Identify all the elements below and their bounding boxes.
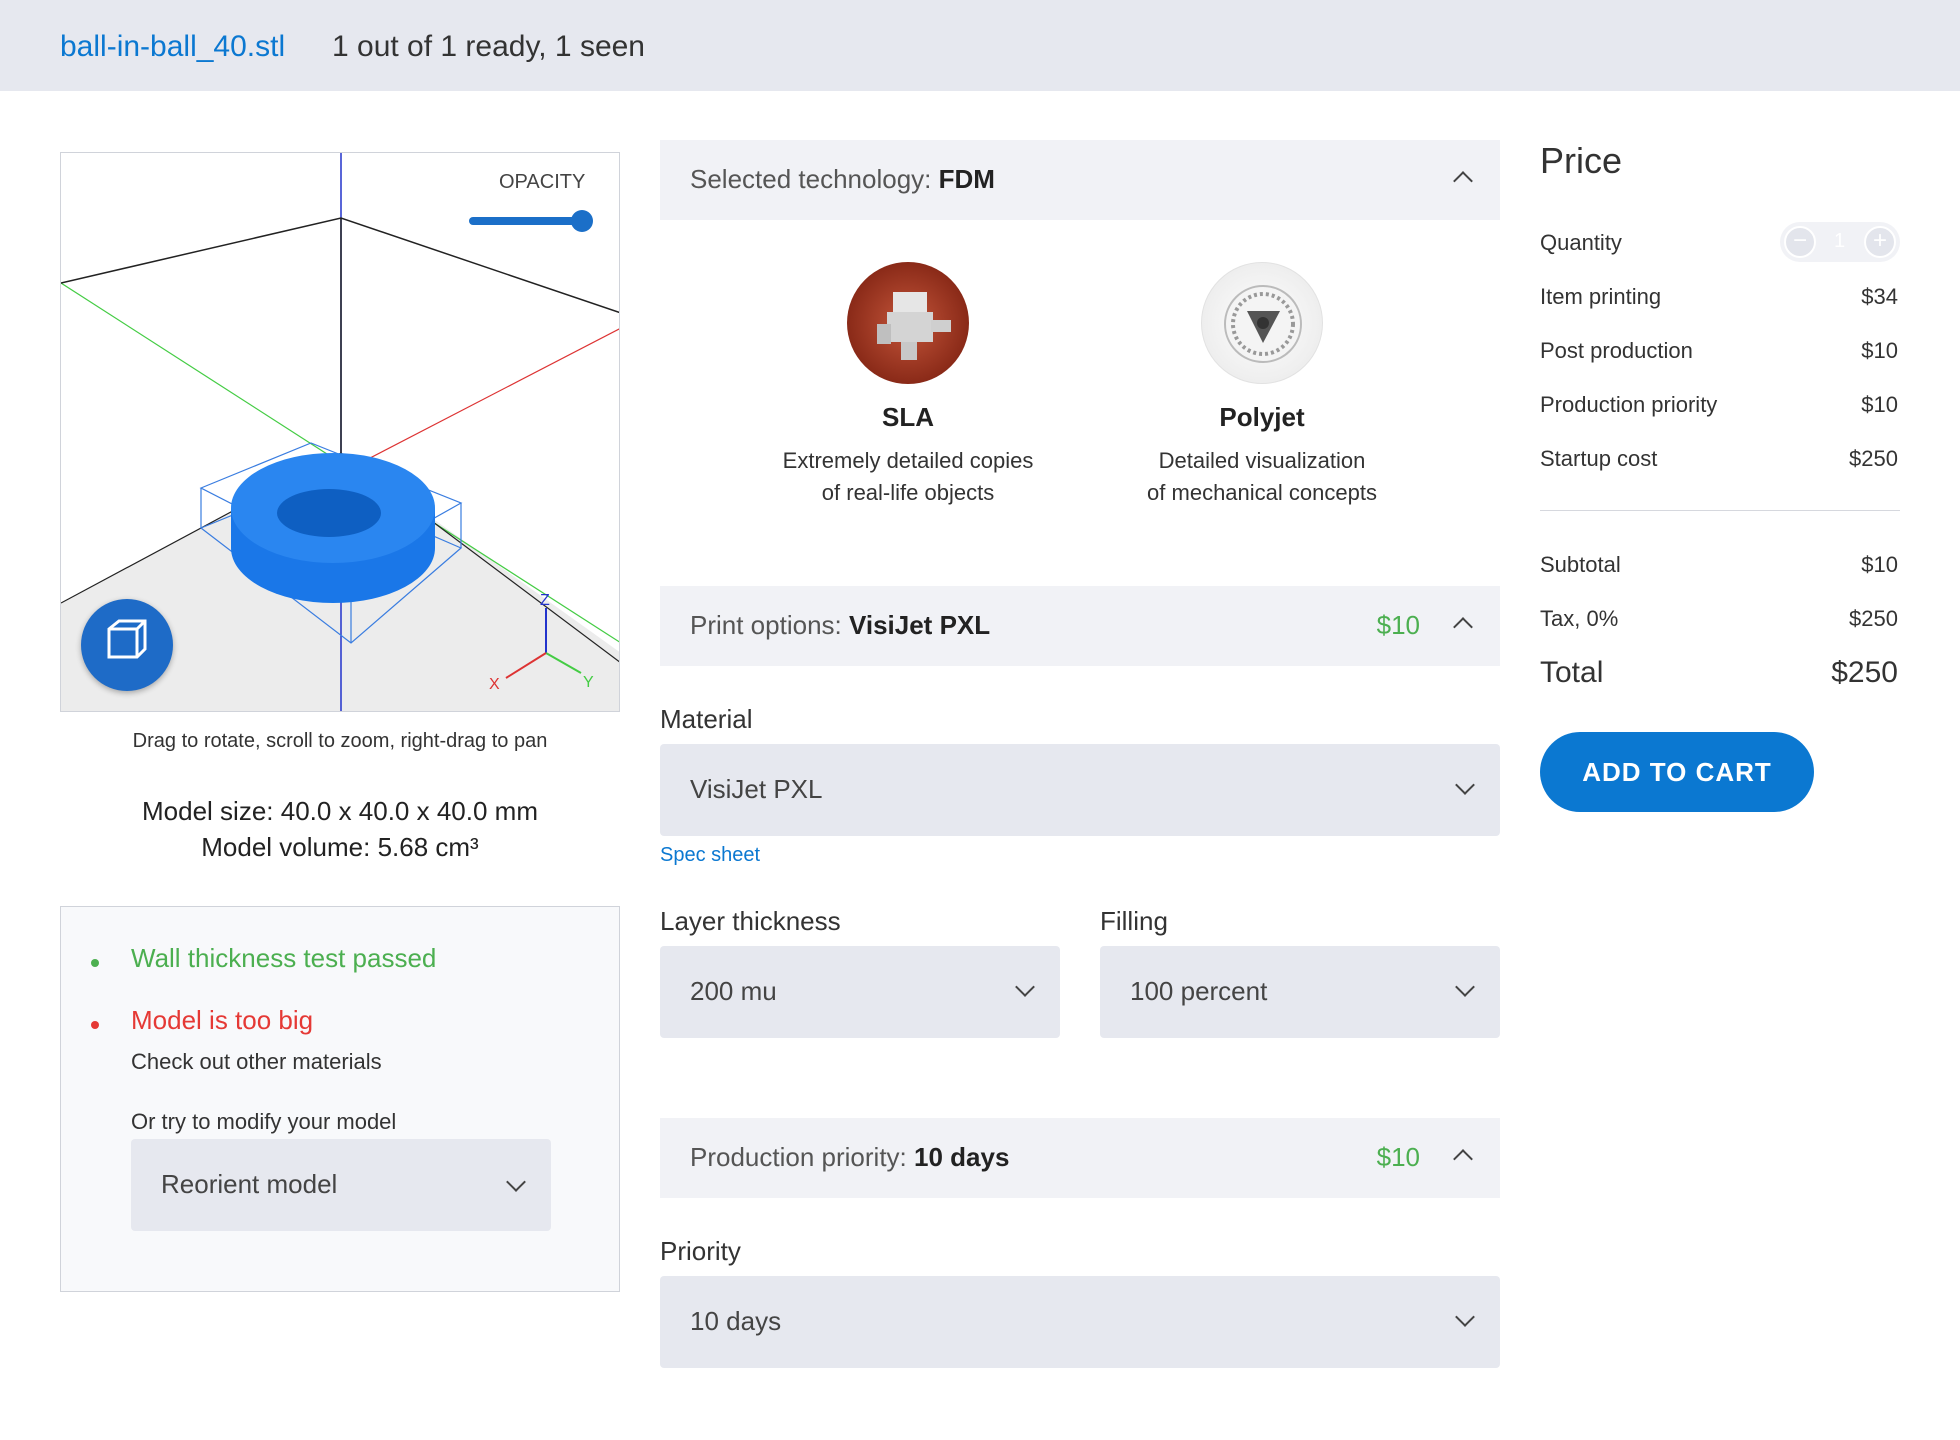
layer-thickness-label: Layer thickness — [660, 906, 841, 936]
model-size: Model size: 40.0 x 40.0 x 40.0 mm — [142, 796, 538, 826]
tech-option-polyjet[interactable]: Polyjet Detailed visualization of mechan… — [1092, 262, 1432, 509]
axis-y-label: Y — [583, 674, 594, 691]
plus-icon[interactable]: + — [1864, 226, 1896, 258]
chevron-down-icon — [1455, 1307, 1475, 1327]
opacity-slider-thumb[interactable] — [571, 210, 593, 232]
tech-option-sla[interactable]: SLA Extremely detailed copies of real-li… — [738, 262, 1078, 509]
layer-thickness-select[interactable]: 200 mu — [660, 946, 1060, 1038]
price-row-label: Production priority — [1540, 392, 1718, 417]
price-row-label: Post production — [1540, 338, 1693, 363]
price-row-startup-cost: Startup cost $250 — [1540, 446, 1898, 472]
opacity-label: OPACITY — [499, 171, 586, 193]
priority-select-value: 10 days — [690, 1306, 782, 1336]
price-row-amount: $34 — [1861, 284, 1898, 309]
priority-section-header[interactable]: Production priority: 10 days $10 — [660, 1118, 1500, 1198]
price-row-label: Tax, 0% — [1540, 606, 1619, 631]
modify-model-hint: Or try to modify your model — [131, 1109, 397, 1134]
opacity-slider[interactable] — [469, 217, 579, 225]
chevron-down-icon — [1455, 775, 1475, 795]
print-options-label: Print options: — [690, 610, 842, 640]
sla-thumbnail — [847, 262, 969, 384]
model-viewer[interactable]: Z Y X OPACITY — [60, 152, 620, 712]
axis-x-label: X — [489, 676, 500, 693]
modify-model-value: Reorient model — [161, 1169, 338, 1199]
chevron-up-icon[interactable] — [1453, 617, 1473, 637]
spec-sheet-link[interactable]: Spec sheet — [660, 844, 761, 866]
top-bar: ball-in-ball_40.stl 1 out of 1 ready, 1 … — [0, 0, 1960, 91]
polyjet-desc-line1: Detailed visualization — [1158, 448, 1366, 473]
polyjet-desc-line2: of mechanical concepts — [1147, 480, 1377, 505]
quantity-value[interactable]: 1 — [1834, 230, 1846, 252]
technology-section-header[interactable]: Selected technology: FDM — [660, 140, 1500, 220]
polyjet-name: Polyjet — [1219, 402, 1305, 432]
price-row-amount: $250 — [1849, 446, 1898, 471]
material-select[interactable]: VisiJet PXL — [660, 744, 1500, 836]
layer-thickness-value: 200 mu — [690, 976, 777, 1006]
price-divider — [1540, 510, 1900, 511]
total-label: Total — [1540, 656, 1604, 689]
sla-desc-line1: Extremely detailed copies — [782, 448, 1034, 473]
priority-value: 10 days — [914, 1142, 1010, 1172]
print-options-section-header[interactable]: Print options: VisiJet PXL $10 — [660, 586, 1500, 666]
sla-desc-line2: of real-life objects — [821, 480, 995, 505]
pass-dot-icon — [91, 959, 99, 967]
price-row-production-priority: Production priority $10 — [1540, 392, 1898, 418]
price-row-amount: $10 — [1861, 552, 1898, 577]
priority-field-label: Priority — [660, 1236, 741, 1266]
axis-z-label: Z — [540, 592, 550, 609]
viewer-hint: Drag to rotate, scroll to zoom, right-dr… — [132, 730, 548, 752]
technology-value: FDM — [938, 164, 995, 194]
viewer-scene: Z Y X — [61, 153, 619, 711]
price-row-post-production: Post production $10 — [1540, 338, 1898, 364]
quantity-stepper[interactable]: − 1 + — [1780, 222, 1900, 262]
file-name-link[interactable]: ball-in-ball_40.stl — [60, 30, 286, 63]
total-amount: $250 — [1831, 656, 1898, 689]
material-label: Material — [660, 704, 753, 734]
modify-model-select[interactable]: Reorient model — [131, 1139, 551, 1231]
chevron-up-icon[interactable] — [1453, 1149, 1473, 1169]
total-row: Total $250 — [1540, 656, 1898, 690]
price-row-amount: $10 — [1861, 338, 1898, 363]
price-row-label: Item printing — [1540, 284, 1662, 309]
add-to-cart-button[interactable]: ADD TO CART — [1540, 732, 1814, 812]
price-row-subtotal: Subtotal $10 — [1540, 552, 1898, 578]
model-too-big-status: Model is too big — [131, 1005, 314, 1035]
check-other-materials: Check out other materials — [131, 1049, 382, 1074]
technology-label: Selected technology: — [690, 164, 932, 194]
price-row-amount: $250 — [1849, 606, 1898, 631]
price-row-label: Startup cost — [1540, 446, 1658, 471]
sla-name: SLA — [882, 402, 934, 432]
upload-status: 1 out of 1 ready, 1 seen — [332, 30, 645, 63]
chevron-up-icon[interactable] — [1453, 171, 1473, 191]
price-row-amount: $10 — [1861, 392, 1898, 417]
filling-select[interactable]: 100 percent — [1100, 946, 1500, 1038]
chevron-down-icon — [1015, 977, 1035, 997]
price-row-label: Subtotal — [1540, 552, 1621, 577]
price-row-item-printing: Item printing $34 — [1540, 284, 1898, 310]
print-options-price: $10 — [1376, 610, 1420, 640]
price-row-tax: Tax, 0% $250 — [1540, 606, 1898, 632]
minus-icon[interactable]: − — [1784, 226, 1816, 258]
chevron-down-icon — [506, 1172, 526, 1192]
filling-value: 100 percent — [1130, 976, 1268, 1006]
view-cube-button[interactable] — [81, 599, 173, 691]
wall-thickness-status: Wall thickness test passed — [131, 943, 437, 973]
model-checks-panel: Wall thickness test passed Model is too … — [60, 906, 620, 1292]
priority-price: $10 — [1376, 1142, 1420, 1172]
chevron-down-icon — [1455, 977, 1475, 997]
price-title: Price — [1540, 140, 1623, 181]
fail-dot-icon — [91, 1021, 99, 1029]
material-value: VisiJet PXL — [690, 774, 823, 804]
quantity-label: Quantity — [1540, 230, 1622, 255]
model-volume: Model volume: 5.68 cm³ — [201, 832, 479, 862]
priority-select[interactable]: 10 days — [660, 1276, 1500, 1368]
quantity-row: Quantity — [1540, 230, 1898, 256]
print-options-value: VisiJet PXL — [848, 610, 991, 640]
filling-label: Filling — [1100, 906, 1168, 936]
polyjet-thumbnail — [1201, 262, 1323, 384]
priority-label: Production priority: — [690, 1142, 907, 1172]
cube-icon — [107, 619, 147, 659]
